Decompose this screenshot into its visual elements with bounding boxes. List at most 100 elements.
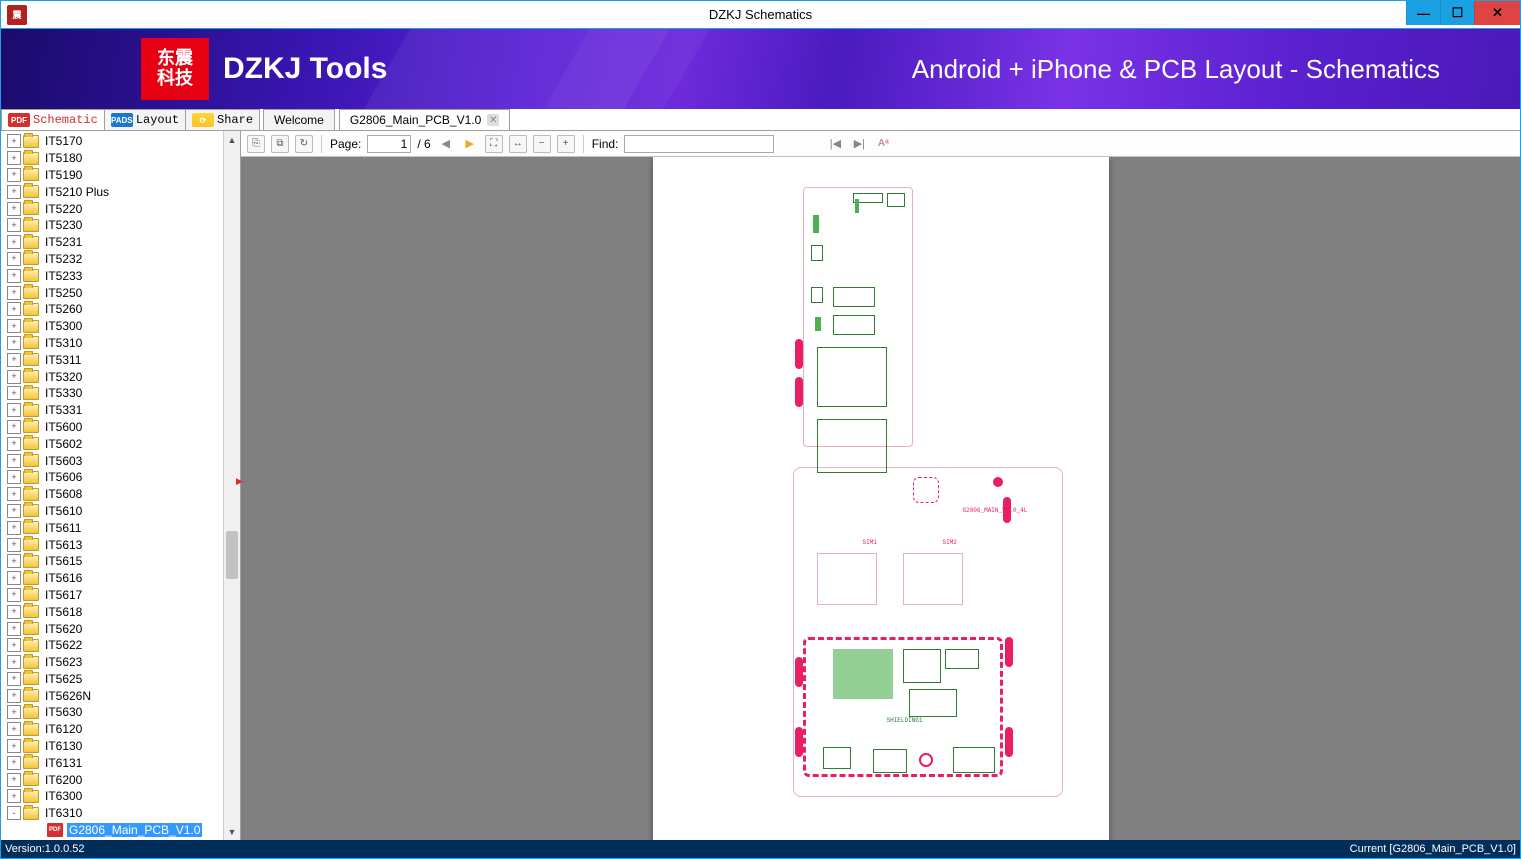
- tree-folder-item[interactable]: +IT5232: [1, 251, 240, 268]
- expand-icon[interactable]: +: [7, 235, 21, 249]
- expand-icon[interactable]: +: [7, 437, 21, 451]
- expand-icon[interactable]: +: [7, 151, 21, 165]
- tree-folder-item[interactable]: +IT5608: [1, 486, 240, 503]
- side-tab-schematic[interactable]: PDFSchematic: [1, 109, 105, 130]
- tree-folder-item[interactable]: +IT5615: [1, 553, 240, 570]
- expand-icon[interactable]: +: [7, 134, 21, 148]
- tree-folder-item[interactable]: +IT5611: [1, 519, 240, 536]
- expand-icon[interactable]: +: [7, 269, 21, 283]
- doc-tab[interactable]: G2806_Main_PCB_V1.0✕: [339, 109, 510, 130]
- tree-folder-item[interactable]: +IT5180: [1, 150, 240, 167]
- text-size-icon[interactable]: Aᵃ: [874, 135, 892, 153]
- tree-file-item[interactable]: PDFG2806_Main_SCH_V1.0: [1, 838, 240, 840]
- expand-icon[interactable]: +: [7, 504, 21, 518]
- tree-folder-item[interactable]: +IT5260: [1, 301, 240, 318]
- expand-icon[interactable]: +: [7, 521, 21, 535]
- scroll-up-icon[interactable]: ▲: [224, 131, 240, 148]
- scroll-thumb[interactable]: [226, 531, 238, 579]
- expand-icon[interactable]: +: [7, 470, 21, 484]
- tree-folder-item[interactable]: +IT5250: [1, 284, 240, 301]
- tree-folder-item[interactable]: +IT5618: [1, 603, 240, 620]
- expand-icon[interactable]: +: [7, 705, 21, 719]
- tree-folder-item[interactable]: +IT6200: [1, 771, 240, 788]
- expand-icon[interactable]: +: [7, 185, 21, 199]
- expand-icon[interactable]: +: [7, 302, 21, 316]
- find-prev-button[interactable]: |◀: [826, 136, 844, 152]
- expand-icon[interactable]: +: [7, 588, 21, 602]
- tree-folder-item[interactable]: +IT5616: [1, 570, 240, 587]
- tree-folder-item[interactable]: +IT5602: [1, 435, 240, 452]
- find-input[interactable]: [624, 135, 774, 153]
- tree-folder-item[interactable]: +IT5626N: [1, 687, 240, 704]
- expand-icon[interactable]: +: [7, 739, 21, 753]
- tree-folder-item[interactable]: +IT5630: [1, 704, 240, 721]
- expand-icon[interactable]: +: [7, 571, 21, 585]
- zoom-in-button[interactable]: +: [557, 135, 575, 153]
- expand-icon[interactable]: +: [7, 773, 21, 787]
- expand-icon[interactable]: +: [7, 286, 21, 300]
- expand-icon[interactable]: +: [7, 168, 21, 182]
- zoom-out-button[interactable]: −: [533, 135, 551, 153]
- splitter-handle[interactable]: [236, 471, 244, 481]
- doc-tab[interactable]: Welcome: [263, 109, 335, 130]
- expand-icon[interactable]: +: [7, 487, 21, 501]
- expand-icon[interactable]: +: [7, 538, 21, 552]
- close-tab-icon[interactable]: ✕: [487, 114, 499, 126]
- tree-folder-item[interactable]: +IT5310: [1, 335, 240, 352]
- expand-icon[interactable]: +: [7, 252, 21, 266]
- tree-folder-item[interactable]: +IT5230: [1, 217, 240, 234]
- tree-folder-item[interactable]: +IT5623: [1, 654, 240, 671]
- canvas-area[interactable]: G2806_MAIN_V1.0_4L SIM1 SIM2 SHIELDING1: [241, 157, 1520, 840]
- expand-icon[interactable]: +: [7, 336, 21, 350]
- tree-folder-item[interactable]: +IT5331: [1, 402, 240, 419]
- expand-icon[interactable]: +: [7, 554, 21, 568]
- side-tab-share[interactable]: ⟳Share: [185, 109, 260, 130]
- expand-icon[interactable]: +: [7, 218, 21, 232]
- expand-icon[interactable]: +: [7, 202, 21, 216]
- expand-icon[interactable]: +: [7, 454, 21, 468]
- tree-folder-item[interactable]: +IT5625: [1, 671, 240, 688]
- expand-icon[interactable]: +: [7, 722, 21, 736]
- tree-folder-item[interactable]: +IT5606: [1, 469, 240, 486]
- tree-folder-item[interactable]: +IT6130: [1, 738, 240, 755]
- expand-icon[interactable]: +: [7, 672, 21, 686]
- expand-icon[interactable]: +: [7, 403, 21, 417]
- copy-icon[interactable]: ⎘: [247, 135, 265, 153]
- expand-icon[interactable]: -: [7, 806, 21, 820]
- fit-width-icon[interactable]: ↔: [509, 135, 527, 153]
- scroll-down-icon[interactable]: ▼: [224, 823, 240, 840]
- tree-folder-item[interactable]: +IT6300: [1, 788, 240, 805]
- expand-icon[interactable]: +: [7, 319, 21, 333]
- prev-page-button[interactable]: ◀: [437, 136, 455, 152]
- close-button[interactable]: ✕: [1474, 1, 1520, 25]
- tree-folder-item[interactable]: +IT5220: [1, 200, 240, 217]
- tree-folder-item[interactable]: +IT5620: [1, 620, 240, 637]
- tree-folder-item[interactable]: -IT6310: [1, 805, 240, 822]
- tree-folder-item[interactable]: +IT5311: [1, 351, 240, 368]
- side-tab-layout[interactable]: PADSLayout: [104, 109, 186, 130]
- tree-folder-item[interactable]: +IT6131: [1, 754, 240, 771]
- expand-icon[interactable]: +: [7, 789, 21, 803]
- tree-folder-item[interactable]: +IT5603: [1, 452, 240, 469]
- expand-icon[interactable]: +: [7, 386, 21, 400]
- maximize-button[interactable]: ☐: [1440, 1, 1474, 25]
- expand-icon[interactable]: +: [7, 622, 21, 636]
- expand-icon[interactable]: +: [7, 655, 21, 669]
- tree-folder-item[interactable]: +IT5617: [1, 587, 240, 604]
- tree-folder-item[interactable]: +IT5622: [1, 637, 240, 654]
- page-input[interactable]: [367, 135, 411, 153]
- tree-folder-item[interactable]: +IT5300: [1, 318, 240, 335]
- find-next-button[interactable]: ▶|: [850, 136, 868, 152]
- tree-folder-item[interactable]: +IT5170: [1, 133, 240, 150]
- expand-icon[interactable]: +: [7, 370, 21, 384]
- tree-folder-item[interactable]: +IT5610: [1, 503, 240, 520]
- expand-icon[interactable]: +: [7, 420, 21, 434]
- tree-folder-item[interactable]: +IT5233: [1, 267, 240, 284]
- minimize-button[interactable]: —: [1406, 1, 1440, 25]
- tree-folder-item[interactable]: +IT5210 Plus: [1, 183, 240, 200]
- expand-icon[interactable]: +: [7, 353, 21, 367]
- tree-folder-item[interactable]: +IT5600: [1, 419, 240, 436]
- expand-icon[interactable]: +: [7, 756, 21, 770]
- tree-folder-item[interactable]: +IT5190: [1, 167, 240, 184]
- tree-file-item[interactable]: PDFG2806_Main_PCB_V1.0: [1, 822, 240, 839]
